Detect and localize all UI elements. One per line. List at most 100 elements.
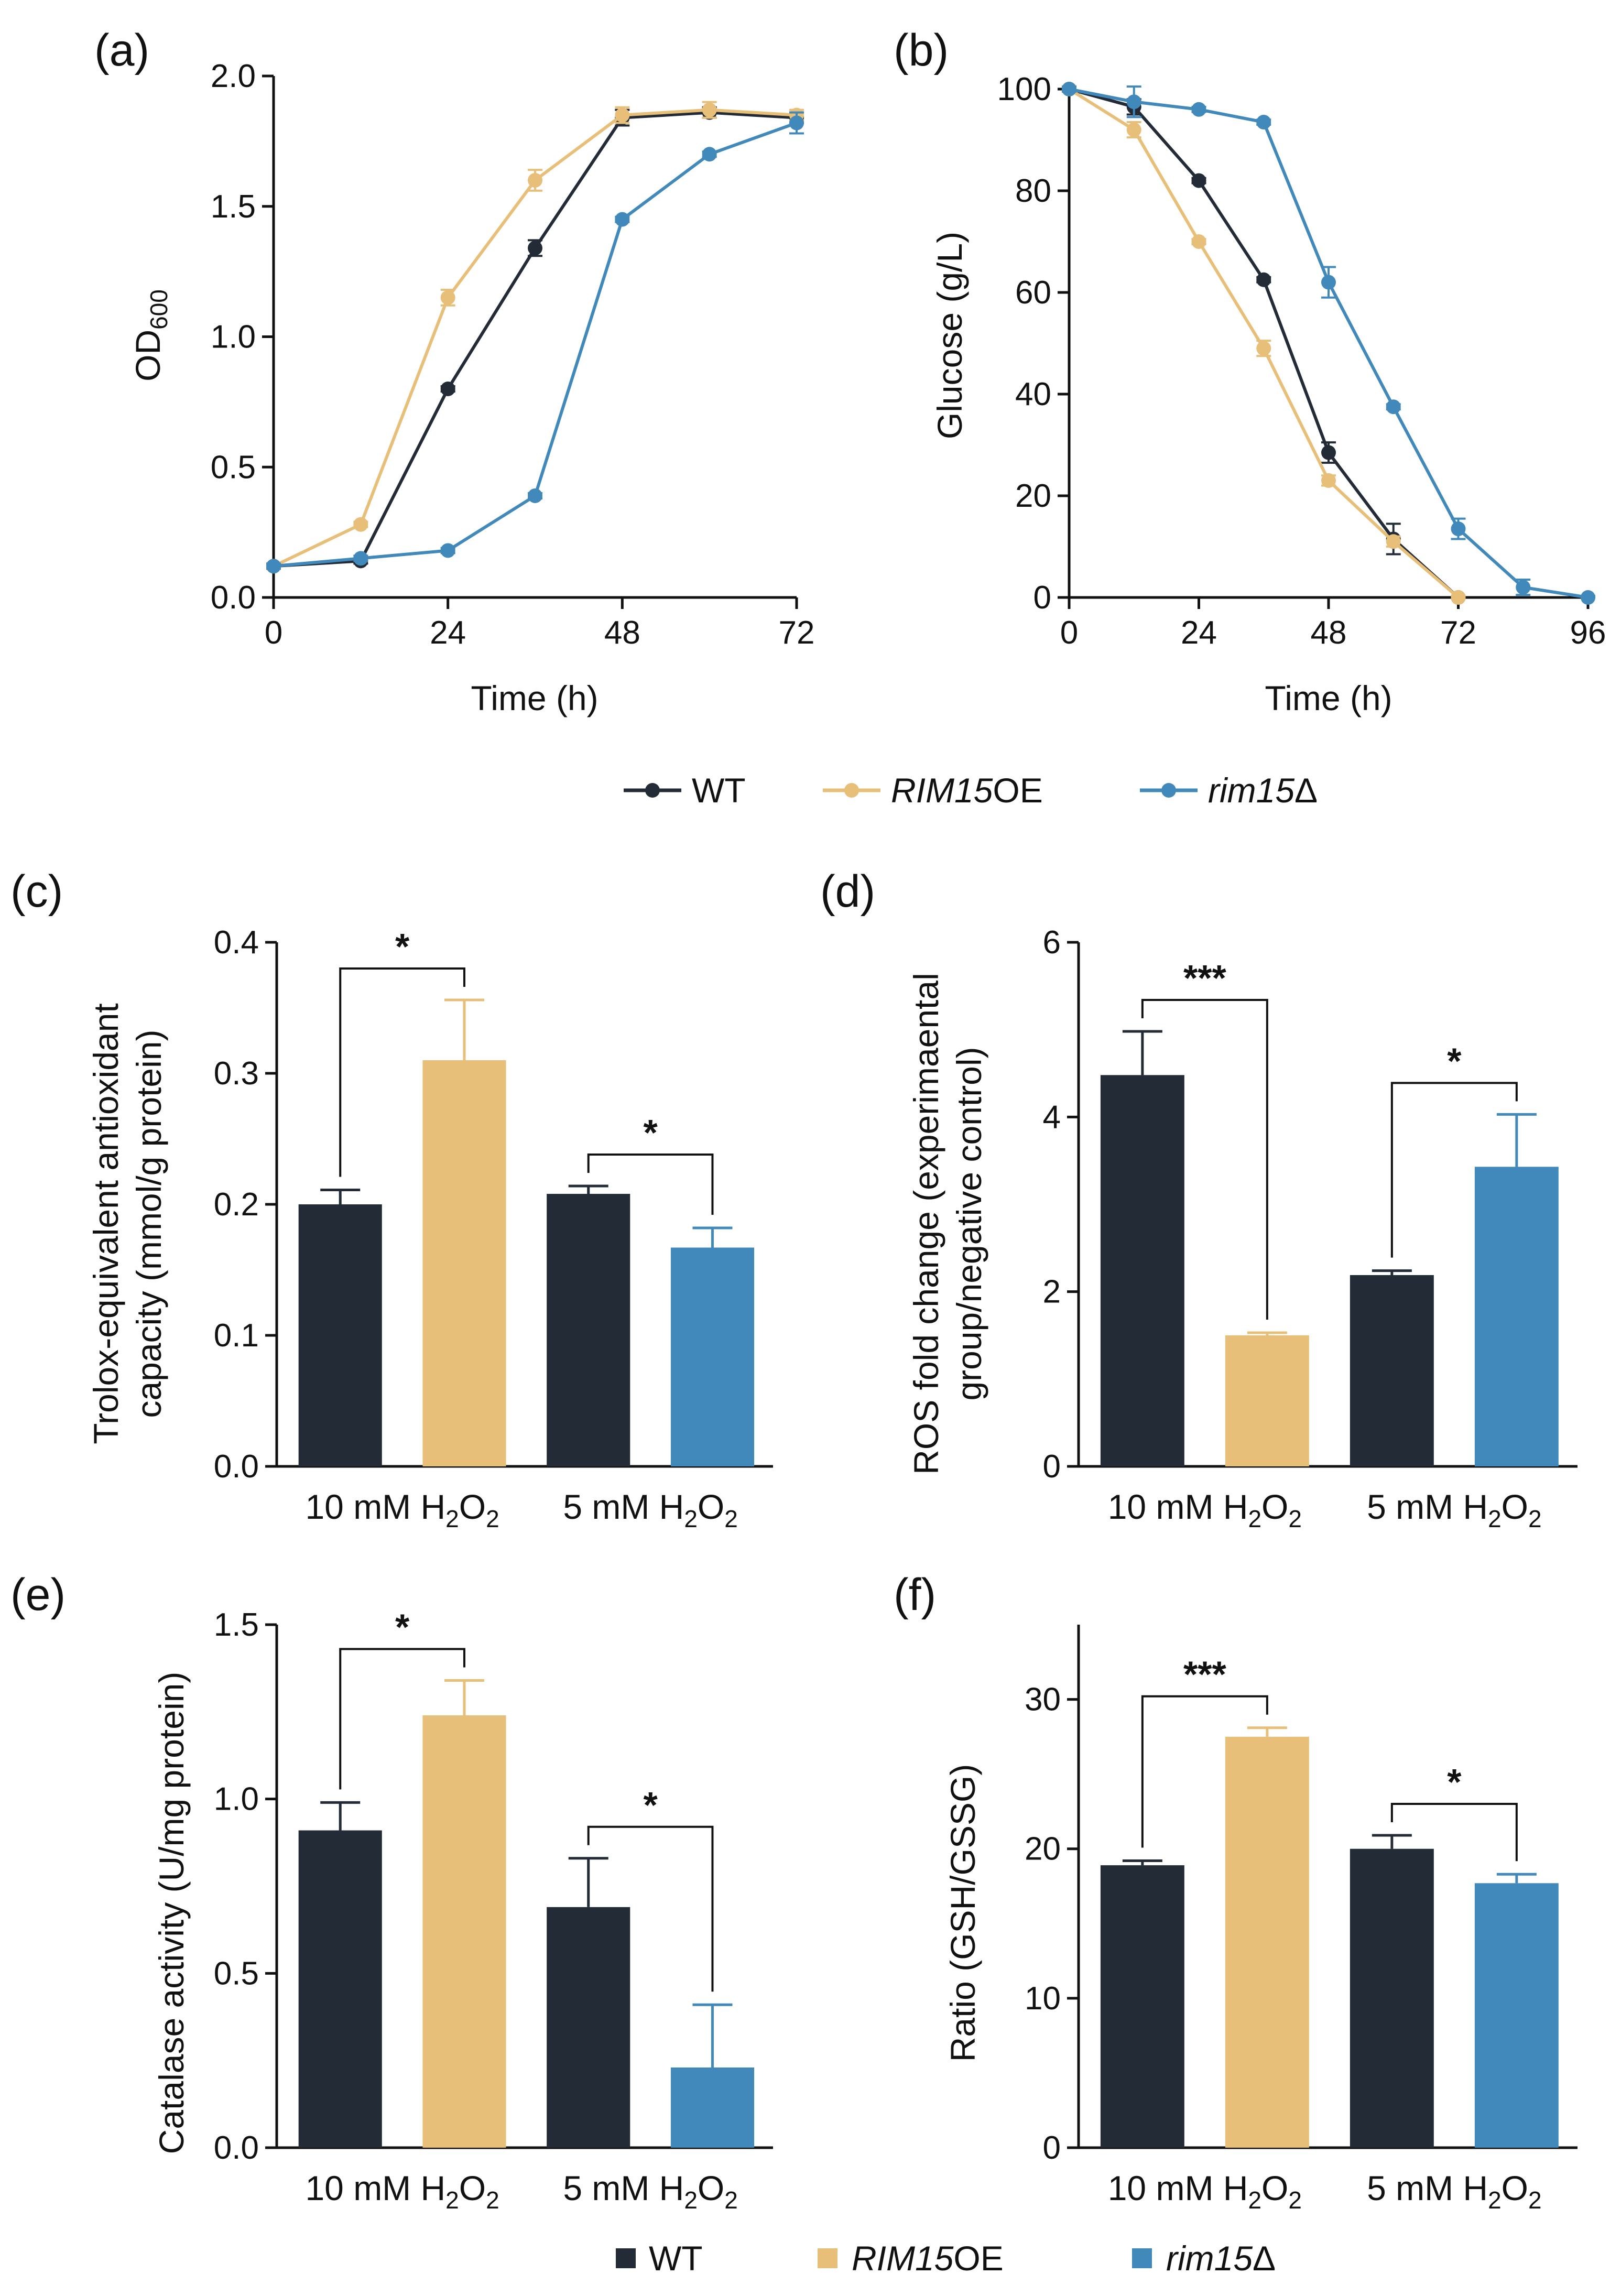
bar-wt [1350,1848,1434,2148]
data-point-rim15oe [1451,590,1466,605]
x-tick-label-a: 72 [779,615,815,651]
group-label: 10 mM H2O2 [1108,1487,1302,1532]
legend-lines: WT RIM15OE rim15Δ [624,771,1318,810]
data-point-wt [1321,445,1336,460]
data-point-rim15oe [1126,122,1141,137]
significance-bracket [1390,1803,1518,1862]
bar-wt [298,1830,382,2148]
y-axis-title-d: ROS fold change (experimaental group/nega… [907,973,988,1475]
y-tick-label-a: 2.0 [211,58,256,94]
y-tick-label-e: 0.5 [214,1955,259,1992]
y-tick-label-f: 30 [1025,1682,1061,1718]
bar-wt [547,1194,630,1466]
legend-bar-label-wt: WT [649,2239,703,2278]
data-point-rim15d [1451,521,1466,537]
legend-bars: WT RIM15OE rim15Δ [616,2239,1276,2278]
legend-marker-wt [645,783,660,798]
y-tick-label-d: 0 [1043,1449,1061,1485]
significance-bracket [587,1825,714,1992]
data-point-rim15d [1321,275,1336,290]
bar-wt [298,1204,382,1466]
data-point-rim15d [440,543,455,558]
significance-bracket [339,967,465,1177]
y-tick-label-a: 0.5 [211,449,256,485]
significance-bracket [1141,1695,1268,1848]
y-tick-label-e: 1.5 [214,1607,259,1643]
bar-rim15d [1474,1167,1559,1466]
bar-wt [1350,1275,1434,1466]
data-point-rim15oe [1191,234,1206,249]
bar-rim15oe [1225,1736,1309,2148]
legend-label-wt: WT [692,771,746,810]
y-tick-label-c: 0.3 [214,1055,259,1092]
y-tick-label-c: 0.2 [214,1187,259,1223]
bar-rim15d [1474,1883,1559,2148]
legend-bar-item-rim15del: rim15Δ [1132,2239,1276,2278]
legend-item-rim15del: rim15Δ [1140,771,1318,810]
y-tick-label-e: 0.0 [214,2130,259,2166]
panel-label-f: (f) [894,1570,936,1620]
data-point-wt [1256,272,1271,287]
y-tick-label-f: 0 [1043,2130,1061,2166]
legend-bar-item-rim15oe: RIM15OE [818,2239,1004,2278]
plot-b: 0 20 40 60 80 100 0 24 48 72 96 [997,71,1606,651]
x-tick-label-b: 96 [1570,615,1606,651]
group-label: 10 mM H2O2 [1108,2169,1302,2214]
significance-bracket [1390,1082,1518,1258]
y-axis-title-b: Glucose (g/L) [930,232,969,439]
data-point-wt [528,241,542,256]
significance-label: * [395,1606,410,1647]
data-point-rim15d [1516,580,1531,595]
panel-c: (c) Trolox-equivalent antioxidant capacit… [10,866,168,1444]
panel-d: (d) ROS fold change (experimaental group/… [820,866,988,1475]
significance-bracket [1141,999,1268,1320]
data-point-rim15d [615,212,630,227]
legend-item-rim15oe: RIM15OE [823,771,1043,810]
legend-swatch-wt [616,2248,636,2268]
data-point-rim15d [1581,590,1595,605]
y-tick-label-f: 10 [1025,1981,1061,2017]
legend-swatch-rim15del [1132,2248,1152,2268]
group-label: 5 mM H2O2 [1367,1487,1542,1532]
legend-swatch-rim15oe [818,2248,837,2268]
y-tick-label-c: 0.1 [214,1318,259,1354]
y-axis-title-c: Trolox-equivalent antioxidant capacity (m… [86,1003,168,1444]
data-point-wt [1191,173,1206,188]
y-tick-label-a: 1.0 [211,319,256,355]
y-tick-label-d: 4 [1043,1099,1061,1135]
y-tick-label-c: 0.4 [214,924,259,961]
data-point-rim15oe [1386,534,1401,549]
y-tick-label-e: 1.0 [214,1781,259,1818]
bar-rim15oe [422,1060,506,1466]
data-point-rim15oe [528,173,542,188]
legend-label-rim15oe: RIM15OE [891,771,1043,810]
significance-bracket [587,1154,714,1215]
y-axis-title-a: OD600 [128,289,172,382]
data-point-rim15oe [615,107,630,123]
panel-label-e: (e) [10,1570,66,1620]
x-tick-label-a: 0 [265,615,282,651]
significance-label: * [1447,1761,1462,1802]
plot-e: 0.0 0.5 1.0 1.5 10 mM H2O2 5 mM H2O2 * * [214,1606,773,2214]
panel-f: (f) Ratio (GSH/GSSG) [894,1570,982,2062]
panel-label-d: (d) [820,866,875,917]
y-tick-label-d: 2 [1043,1274,1061,1310]
data-point-rim15d [1256,115,1271,130]
bar-rim15d [670,1247,755,1466]
data-point-rim15d [702,147,717,162]
data-point-rim15d [1126,94,1141,110]
data-point-rim15oe [353,517,368,532]
y-tick-label-a: 1.5 [211,189,256,225]
data-point-rim15oe [1321,473,1336,488]
group-label: 10 mM H2O2 [305,1487,499,1532]
panel-e: (e) Catalase activity (U/mg protein) [10,1570,191,2154]
data-point-rim15d [1062,82,1076,96]
legend-marker-rim15del [1161,783,1176,798]
y-axis-title-e: Catalase activity (U/mg protein) [152,1672,191,2154]
legend-bar-label-rim15del: rim15Δ [1166,2239,1276,2278]
x-tick-label-a: 24 [430,615,466,651]
y-tick-label-b: 40 [1015,376,1051,412]
group-label: 5 mM H2O2 [1367,2169,1542,2214]
panel-label-a: (a) [94,25,149,75]
